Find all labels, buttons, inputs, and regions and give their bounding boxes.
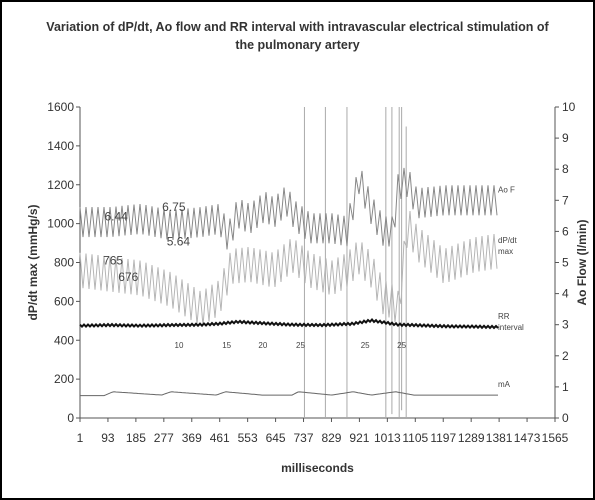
annotation-label: 25 bbox=[361, 341, 370, 350]
x-tick-label: 369 bbox=[182, 431, 202, 445]
x-tick-label: 921 bbox=[349, 431, 369, 445]
y-right-tick-label: 3 bbox=[562, 318, 569, 332]
x-tick-label: 1013 bbox=[374, 431, 401, 445]
axes: 0200400600800100012001400160001234567891… bbox=[47, 100, 575, 445]
x-tick-label: 1197 bbox=[430, 431, 456, 445]
x-tick-label: 461 bbox=[210, 431, 230, 445]
y-tick-label: 1200 bbox=[47, 178, 74, 192]
y-right-tick-label: 5 bbox=[562, 256, 569, 270]
series-group bbox=[79, 167, 499, 397]
y-right-tick-label: 10 bbox=[562, 100, 576, 114]
y-right-tick-label: 2 bbox=[562, 349, 569, 363]
chart-title: Variation of dP/dt, Ao flow and RR inter… bbox=[46, 20, 549, 52]
x-tick-label: 553 bbox=[238, 431, 258, 445]
x-tick-label: 1 bbox=[77, 431, 84, 445]
y-tick-label: 1600 bbox=[47, 100, 74, 114]
annotation-label: 25 bbox=[296, 341, 305, 350]
y-tick-label: 200 bbox=[54, 372, 74, 386]
x-tick-label: 1105 bbox=[402, 431, 428, 445]
x-tick-label: 1289 bbox=[458, 431, 485, 445]
y-right-tick-label: 0 bbox=[562, 411, 569, 425]
y-tick-label: 400 bbox=[54, 333, 74, 347]
annotation-label: 765 bbox=[103, 253, 123, 267]
annotation-label: 20 bbox=[258, 341, 267, 350]
annotation-label: 676 bbox=[118, 270, 138, 284]
x-tick-label: 277 bbox=[154, 431, 174, 445]
x-tick-label: 829 bbox=[321, 431, 341, 445]
series-label: mA bbox=[498, 380, 511, 389]
annotation-label: 5.64 bbox=[167, 234, 191, 248]
y-tick-label: 1000 bbox=[47, 217, 74, 231]
x-tick-label: 1473 bbox=[514, 431, 541, 445]
y-right-tick-label: 7 bbox=[562, 193, 569, 207]
series-line bbox=[79, 167, 498, 250]
y-tick-label: 800 bbox=[54, 256, 74, 270]
y-tick-label: 600 bbox=[54, 294, 74, 308]
series-label: max bbox=[498, 247, 513, 256]
y-right-tick-label: 8 bbox=[562, 162, 569, 176]
annotation-label: 25 bbox=[397, 341, 406, 350]
y-right-tick-label: 9 bbox=[562, 131, 569, 145]
y-right-tick-label: 4 bbox=[562, 287, 569, 301]
y-right-axis-label: Ao Flow (l/min) bbox=[575, 220, 589, 306]
x-axis-label: milliseconds bbox=[281, 461, 354, 475]
x-tick-label: 93 bbox=[101, 431, 115, 445]
y-tick-label: 1400 bbox=[47, 139, 74, 153]
annotation-label: 10 bbox=[175, 341, 184, 350]
x-tick-label: 1565 bbox=[542, 431, 569, 445]
annotation-label: 6.75 bbox=[162, 200, 186, 214]
y-right-tick-label: 1 bbox=[562, 380, 569, 394]
x-tick-label: 1381 bbox=[486, 431, 513, 445]
series-label: Ao F bbox=[498, 185, 515, 194]
y-right-tick-label: 6 bbox=[562, 224, 569, 238]
series-label: dP/dt bbox=[498, 236, 517, 245]
annotation-label: 6.44 bbox=[104, 210, 128, 224]
y-tick-label: 0 bbox=[67, 411, 74, 425]
y-axis-label: dP/dt max (mmHg/s) bbox=[26, 204, 40, 320]
series-line bbox=[79, 317, 499, 330]
x-tick-label: 737 bbox=[294, 431, 314, 445]
series-label: interval bbox=[498, 323, 524, 332]
labels-group: Ao F dP/dt max RR interval mA 6.44 6.75 5.64 765 6… bbox=[103, 185, 524, 389]
series-label: RR bbox=[498, 312, 510, 321]
annotation-label: 15 bbox=[222, 341, 231, 350]
x-tick-label: 185 bbox=[126, 431, 146, 445]
series-line bbox=[79, 210, 498, 326]
series-line bbox=[80, 391, 498, 397]
x-tick-label: 645 bbox=[266, 431, 286, 445]
